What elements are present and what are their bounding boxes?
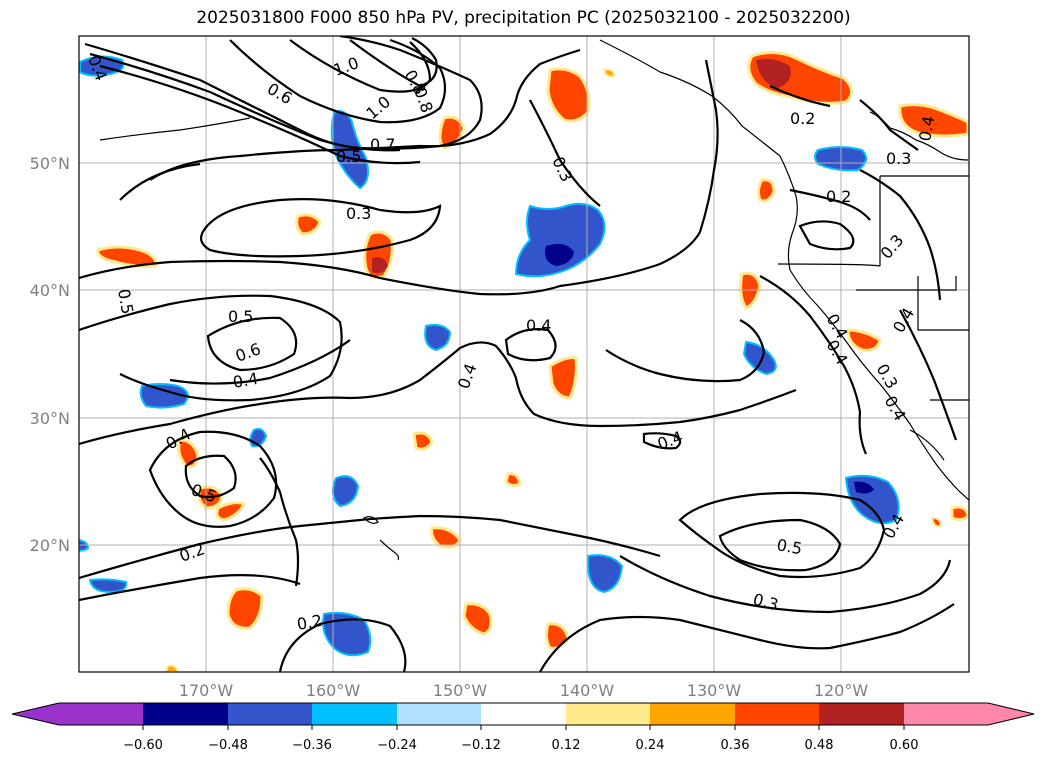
- lon-label-120w: 120°W: [814, 681, 869, 700]
- colorbar-tick-label: 0.60: [890, 738, 919, 753]
- contour-label: 0.2: [826, 187, 851, 206]
- lat-label-40n: 40°N: [30, 281, 70, 300]
- contour-label: 0.4: [526, 316, 551, 335]
- colorbar-segment: [650, 703, 735, 725]
- contour-label: 0.2: [295, 611, 323, 634]
- colorbar-segment: [735, 703, 819, 725]
- colorbar-tick-label: 0.12: [552, 738, 581, 753]
- colorbar-tick-label: −0.48: [208, 738, 248, 753]
- contour-label: 0.3: [346, 204, 371, 223]
- colorbar-segment: [819, 703, 904, 725]
- colorbar-segment: [397, 703, 481, 725]
- contour-label: 0.3: [886, 149, 911, 168]
- contour-label: 0.5: [775, 535, 803, 558]
- colorbar-tick-label: 0.36: [721, 738, 750, 753]
- colorbar-tick-label: −0.12: [461, 738, 501, 753]
- contour-label: 0.5: [336, 147, 361, 166]
- colorbar-extend-high: [988, 703, 1034, 725]
- colorbar-tick-label: 0.24: [636, 738, 665, 753]
- colorbar-segment: [228, 703, 312, 725]
- colorbar-tick-label: −0.36: [292, 738, 332, 753]
- colorbar-segment: [143, 703, 228, 725]
- pv-contours: [79, 36, 958, 672]
- colorbar-tick-label: −0.60: [123, 738, 163, 753]
- map-frame: [78, 35, 970, 673]
- contour-label: 0.7: [370, 135, 395, 154]
- lon-label-160w: 160°W: [306, 681, 361, 700]
- contour-label: 0.2: [790, 109, 815, 128]
- map-title: 2025031800 F000 850 hPa PV, precipitatio…: [196, 8, 851, 28]
- lon-label-150w: 150°W: [433, 681, 488, 700]
- graticule: [79, 36, 969, 672]
- colorbar-segment: [312, 703, 397, 725]
- colorbar-segment: [481, 703, 566, 725]
- lat-label-20n: 20°N: [30, 536, 70, 555]
- contour-label: 0.5: [228, 307, 253, 326]
- lon-label-130w: 130°W: [687, 681, 742, 700]
- lat-label-30n: 30°N: [30, 409, 70, 428]
- lon-label-140w: 140°W: [560, 681, 615, 700]
- colorbar-outline: [11, 702, 1035, 726]
- contour-label: 0.4: [915, 114, 938, 142]
- precip-positive-anomalies: [96, 51, 969, 672]
- colorbar-segment: [59, 703, 143, 725]
- contour-label: 0.4: [231, 369, 259, 392]
- lon-label-170w: 170°W: [179, 681, 234, 700]
- lat-label-50n: 50°N: [30, 154, 70, 173]
- colorbar-tick-label: 0.48: [805, 738, 834, 753]
- colorbar-segment: [566, 703, 650, 725]
- longitude-labels: 170°W 160°W 150°W 140°W 130°W 120°W: [179, 681, 869, 700]
- latitude-labels: 50°N 40°N 30°N 20°N: [30, 154, 70, 555]
- colorbar-extend-low: [12, 703, 59, 725]
- colorbar-segment: [904, 703, 988, 725]
- colorbar: −0.60 −0.48 −0.36 −0.24 −0.12 0.12 0.24 …: [11, 702, 1035, 753]
- contour-label: 0.5: [114, 287, 137, 315]
- colorbar-tick-label: −0.24: [377, 738, 417, 753]
